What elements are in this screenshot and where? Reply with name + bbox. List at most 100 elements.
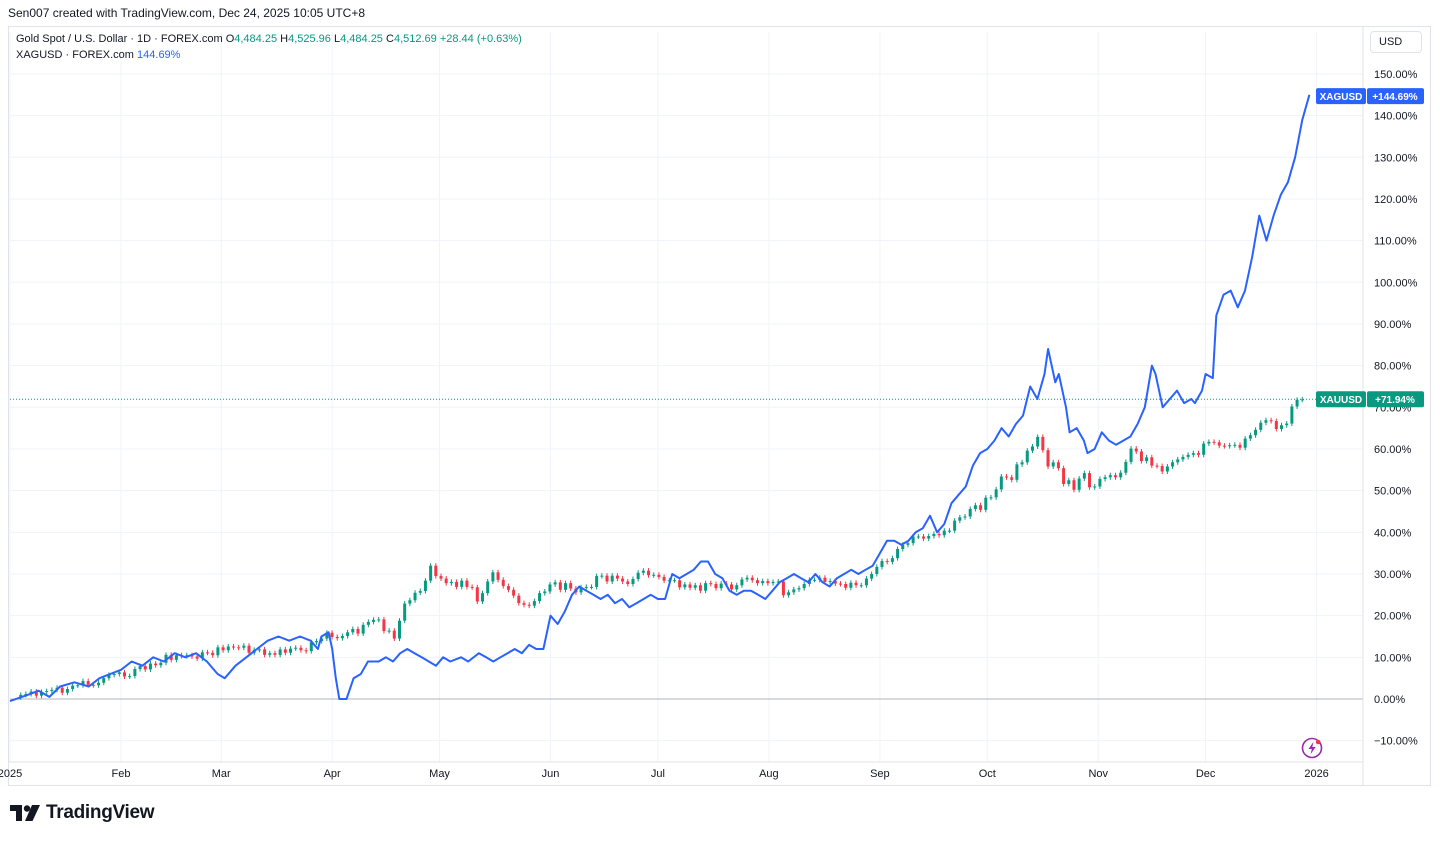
gold-badge-value: +71.94% <box>1375 395 1415 406</box>
gold-candle-body <box>1202 443 1206 455</box>
gold-candle-body <box>351 628 355 633</box>
gold-candle-body <box>97 682 101 686</box>
y-tick-label: 10.00% <box>1374 652 1412 664</box>
gold-candle-body <box>890 558 894 562</box>
y-tick-label: 40.00% <box>1374 527 1412 539</box>
gold-candle-body <box>1072 480 1076 490</box>
chart-credit: Sen007 created with TradingView.com, Dec… <box>8 6 365 20</box>
gold-badge: XAUUSD +71.94% <box>1316 391 1424 408</box>
gold-candle-body <box>65 688 69 693</box>
gold-candle-body <box>1207 441 1211 444</box>
gold-candle-body <box>558 582 562 590</box>
gold-candle-body <box>1082 473 1086 479</box>
gold-candle-body <box>802 583 806 589</box>
gold-candle-body <box>864 578 868 586</box>
gold-candle-body <box>1165 466 1169 472</box>
gold-candle-body <box>953 520 957 531</box>
gold-candle-body <box>797 588 801 590</box>
silver-badge-value-bg <box>1367 88 1424 105</box>
gold-candle-body <box>133 668 137 677</box>
gold-candle-body <box>709 583 713 585</box>
gold-candle-body <box>216 647 220 656</box>
gold-candle-body <box>730 584 734 590</box>
gold-candle-body <box>1186 454 1190 457</box>
gold-candle-body <box>325 632 329 639</box>
gold-candle-body <box>195 656 199 659</box>
gold-candle-body <box>973 505 977 509</box>
gold-candle-body <box>1222 445 1226 447</box>
gold-candle-body <box>71 685 75 689</box>
legend-open-label: O <box>225 33 235 45</box>
x-tick-label: May <box>429 768 450 780</box>
gold-candle-body <box>506 586 510 590</box>
gold-candle-body <box>1233 444 1237 446</box>
lightning-icon[interactable] <box>1301 737 1323 759</box>
gold-candle-body <box>486 581 490 594</box>
y-tick-label: 50.00% <box>1374 486 1412 498</box>
gold-candle-body <box>299 647 303 651</box>
gold-candle-body <box>1108 475 1112 478</box>
gold-candle-body <box>1285 423 1289 426</box>
gold-candle-body <box>885 561 889 563</box>
gold-candle-body <box>522 603 526 605</box>
gold-candle-body <box>128 676 132 678</box>
gold-candle-body <box>1088 473 1092 488</box>
gold-candle-body <box>979 505 983 510</box>
gold-candle-body <box>828 581 832 583</box>
gold-candle-body <box>1062 468 1066 484</box>
gold-candle-body <box>688 584 692 588</box>
gold-candle-body <box>626 581 630 584</box>
gold-candle-body <box>361 624 365 634</box>
gold-candle-body <box>320 638 324 642</box>
gold-candle-body <box>927 536 931 539</box>
gold-candle-body <box>937 533 941 536</box>
gold-candle-body <box>776 581 780 583</box>
gold-candle-body <box>1196 453 1200 455</box>
gold-candle-body <box>1155 465 1159 467</box>
gold-candle-body <box>491 572 495 582</box>
gold-candle-body <box>963 516 967 518</box>
gold-candle-body <box>377 619 381 621</box>
gold-candle-body <box>916 536 920 538</box>
gold-candle-body <box>1030 446 1034 451</box>
gold-candle-body <box>1243 438 1247 448</box>
gold-candle-body <box>107 674 111 679</box>
gold-candle-body <box>781 581 785 596</box>
gold-candle-body <box>823 577 827 582</box>
gold-candle-body <box>455 581 459 587</box>
gold-candle-body <box>532 601 536 606</box>
legend-silver-name: XAGUSD · FOREX.com <box>16 49 134 61</box>
legend-low-label: L <box>333 33 341 45</box>
gold-candle-body <box>854 582 858 586</box>
price-chart[interactable]: −10.00% 0.00% 10.00% 20.00% 30.00% 40.00% 50.0… <box>0 0 1440 790</box>
gold-candle-body <box>1269 420 1273 422</box>
gold-candle-body <box>813 579 817 581</box>
gold-candle-body <box>429 565 433 581</box>
legend-silver[interactable]: XAGUSD · FOREX.com 144.69% <box>16 49 180 61</box>
legend-gold[interactable]: Gold Spot / U.S. Dollar · 1D · FOREX.com… <box>16 33 522 45</box>
gold-candle-body <box>1217 442 1221 446</box>
gold-candle-body <box>102 678 106 683</box>
gold-candle-body <box>392 630 396 639</box>
gold-candle-body <box>719 583 723 589</box>
gold-candle-body <box>335 636 339 639</box>
currency-button[interactable]: USD <box>1370 31 1422 53</box>
gold-candle-body <box>932 533 936 537</box>
y-tick-label: 110.00% <box>1374 236 1417 248</box>
gold-candle-body <box>1093 486 1097 488</box>
gold-candle-body <box>849 582 853 588</box>
y-tick-label: 100.00% <box>1374 277 1418 289</box>
gold-candle-body <box>50 689 54 692</box>
gold-candle-body <box>755 580 759 584</box>
y-tick-label: 60.00% <box>1374 444 1412 456</box>
gold-candle-body <box>922 536 926 539</box>
gold-candle-body <box>434 565 438 577</box>
gold-candle-body <box>346 632 350 637</box>
gold-candle-body <box>875 566 879 574</box>
gold-candle-body <box>397 620 401 639</box>
gold-candle-body <box>989 497 993 499</box>
gold-candle-body <box>631 578 635 584</box>
gold-candle-body <box>579 587 583 593</box>
brand-logo[interactable]: TradingView <box>10 802 155 824</box>
gold-candle-body <box>86 681 90 685</box>
